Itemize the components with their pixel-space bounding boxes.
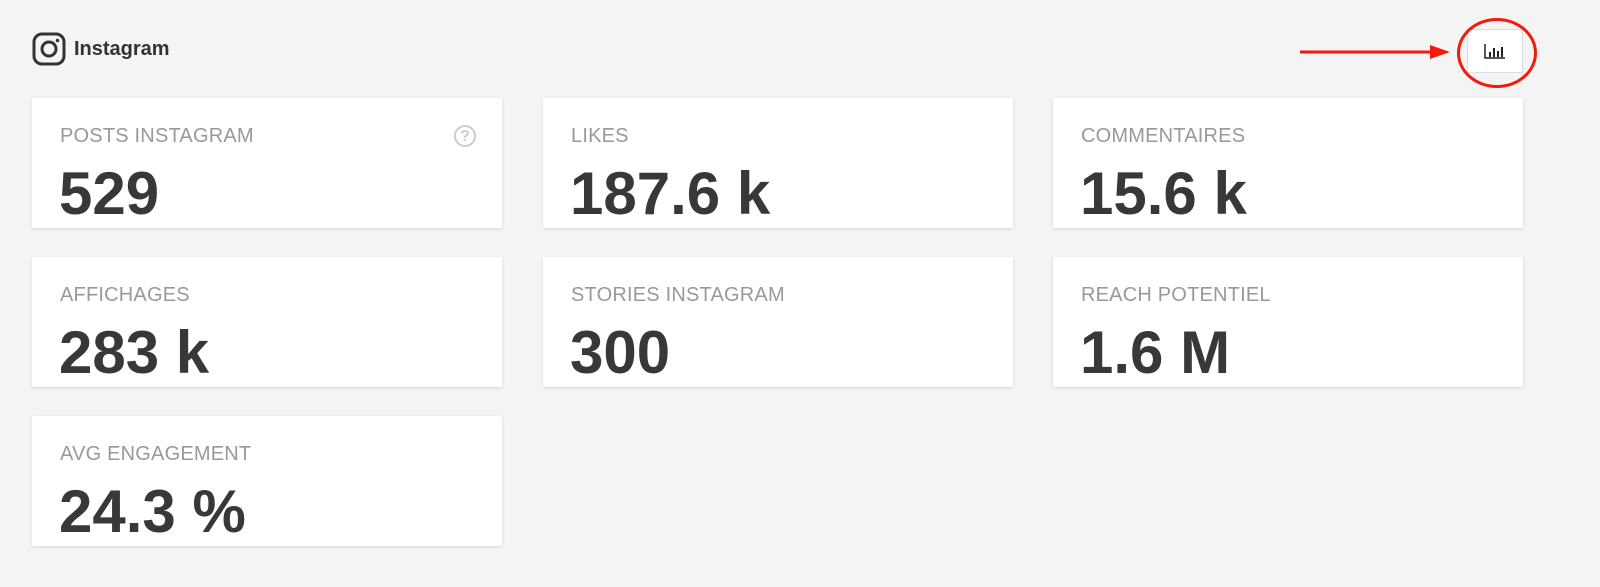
- stat-value: 24.3 %: [59, 478, 246, 545]
- stat-value: 15.6 k: [1080, 160, 1247, 227]
- stat-label: AVG ENGAGEMENT: [60, 443, 252, 465]
- instagram-icon: [32, 32, 66, 66]
- stat-value: 1.6 M: [1080, 319, 1231, 386]
- stat-value: 187.6 k: [570, 160, 771, 227]
- annotation-arrow: [1300, 45, 1450, 59]
- stat-card-comments: COMMENTAIRES 15.6 k: [1053, 98, 1523, 228]
- stat-label: COMMENTAIRES: [1081, 125, 1246, 147]
- stat-label: REACH POTENTIEL: [1081, 284, 1271, 306]
- stat-label: POSTS INSTAGRAM: [60, 125, 254, 147]
- stat-card-stories: STORIES INSTAGRAM 300: [543, 257, 1013, 387]
- annotation-circle: [1457, 18, 1537, 88]
- stat-label: AFFICHAGES: [60, 284, 190, 306]
- stat-label: STORIES INSTAGRAM: [571, 284, 785, 306]
- stat-card-engagement: AVG ENGAGEMENT 24.3 %: [32, 416, 502, 546]
- stat-card-reach: REACH POTENTIEL 1.6 M: [1053, 257, 1523, 387]
- stat-value: 300: [570, 319, 671, 386]
- stat-card-posts: POSTS INSTAGRAM ? 529: [32, 98, 502, 228]
- help-icon[interactable]: ?: [454, 125, 476, 147]
- stat-value: 283 k: [59, 319, 210, 386]
- stat-label: LIKES: [571, 125, 629, 147]
- section-header: Instagram: [32, 32, 170, 66]
- stat-card-likes: LIKES 187.6 k: [543, 98, 1013, 228]
- section-title: Instagram: [74, 37, 170, 60]
- stat-value: 529: [59, 160, 160, 227]
- stat-card-views: AFFICHAGES 283 k: [32, 257, 502, 387]
